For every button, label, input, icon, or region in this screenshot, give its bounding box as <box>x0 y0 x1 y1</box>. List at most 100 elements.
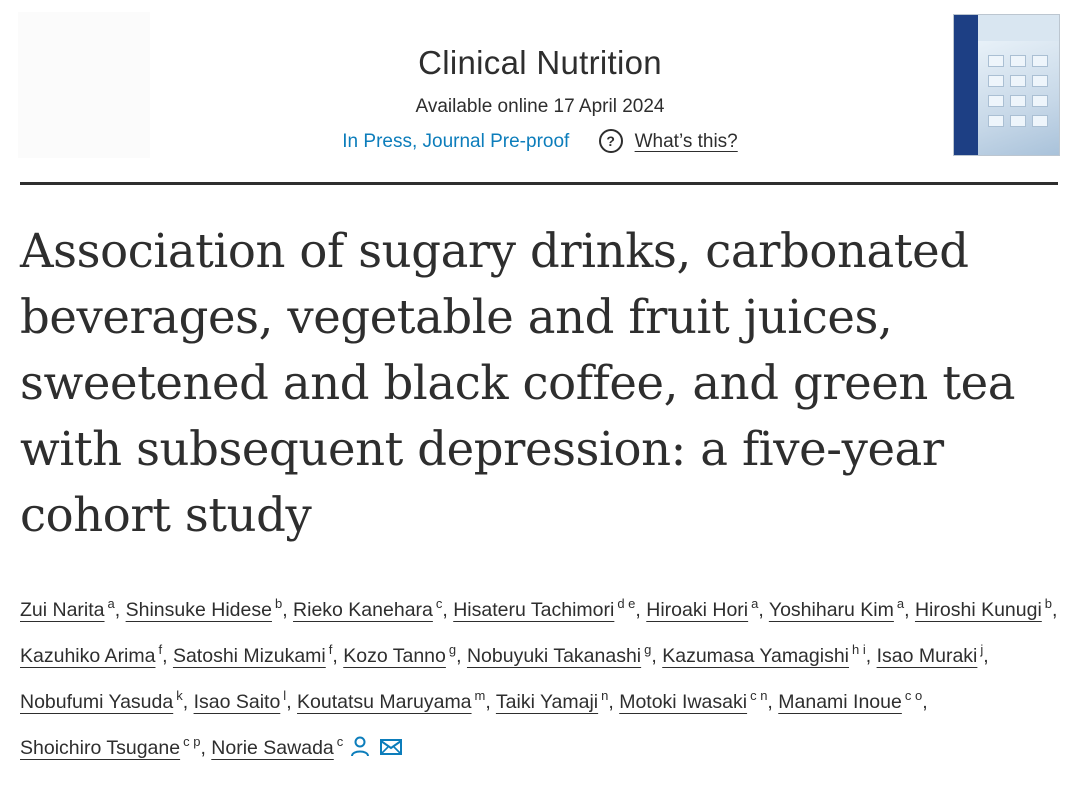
affiliation-superscript[interactable]: c o <box>904 688 923 703</box>
author-item: Hisateru Tachimori d e, <box>453 596 641 621</box>
author-name-link[interactable]: Manami Inoue <box>778 691 902 713</box>
author-separator: , <box>114 599 121 621</box>
in-press-link[interactable]: In Press, Journal Pre-proof <box>342 131 570 152</box>
affiliation-superscript[interactable]: a <box>751 596 759 611</box>
person-icon[interactable] <box>349 735 371 757</box>
author-name-link[interactable]: Zui Narita <box>20 599 105 621</box>
author-name-link[interactable]: Taiki Yamaji <box>495 691 599 713</box>
affiliation-superscript[interactable]: d e <box>617 596 636 611</box>
header-divider <box>20 182 1058 185</box>
author-separator: , <box>635 599 641 621</box>
affiliation-superscript[interactable]: m <box>474 688 486 703</box>
author-item: Motoki Iwasaki c n, <box>619 688 773 713</box>
author-separator: , <box>442 599 448 621</box>
affiliation-superscript[interactable]: h i <box>852 642 866 657</box>
affiliation-superscript[interactable]: c n <box>750 688 768 703</box>
availability-date: Available online 17 April 2024 <box>415 96 665 117</box>
affiliation-superscript[interactable]: l <box>283 688 287 703</box>
affiliation-superscript[interactable]: c p <box>183 734 201 749</box>
author-name-link[interactable]: Nobufumi Yasuda <box>20 691 174 713</box>
author-item: Nobufumi Yasuda k, <box>20 688 189 713</box>
author-separator: , <box>922 691 928 713</box>
affiliation-superscript[interactable]: a <box>896 596 905 611</box>
author-item: Taiki Yamaji n, <box>495 688 614 713</box>
status-row: In Press, Journal Pre-proof ? What’s this… <box>0 129 1080 153</box>
affiliation-superscript[interactable]: g <box>448 642 457 657</box>
author-name-link[interactable]: Motoki Iwasaki <box>619 691 748 713</box>
affiliation-superscript[interactable]: j <box>980 642 984 657</box>
author-name-link[interactable]: Isao Saito <box>193 691 281 713</box>
article-header: Clinical Nutrition Available online 17 A… <box>0 0 1080 183</box>
author-separator: , <box>767 691 773 713</box>
author-item: Isao Muraki j, <box>876 642 989 667</box>
question-circle-icon: ? <box>598 129 623 153</box>
author-separator: , <box>286 691 292 713</box>
affiliation-superscript[interactable]: n <box>601 688 609 703</box>
author-name-link[interactable]: Satoshi Mizukami <box>172 645 326 667</box>
author-name-link[interactable]: Hiroaki Hori <box>646 599 749 621</box>
affiliation-superscript[interactable]: k <box>176 688 183 703</box>
author-separator: , <box>651 645 657 667</box>
author-separator: , <box>758 599 764 621</box>
author-name-link[interactable]: Rieko Kanehara <box>293 599 433 621</box>
author-separator: , <box>282 599 288 621</box>
author-list: Zui Narita a, Shinsuke Hidese b, Rieko Kan… <box>20 584 1065 771</box>
author-item: Norie Sawada c <box>211 734 411 759</box>
affiliation-superscript[interactable]: c <box>336 734 344 749</box>
author-name-link[interactable]: Shinsuke Hidese <box>125 599 272 621</box>
author-item: Isao Saito l, <box>193 688 292 713</box>
author-separator: , <box>904 599 910 621</box>
author-name-link[interactable]: Nobuyuki Takanashi <box>466 645 642 667</box>
author-name-link[interactable]: Kozo Tanno <box>343 645 446 667</box>
affiliation-superscript[interactable]: a <box>107 596 115 611</box>
author-separator: , <box>182 691 189 713</box>
author-separator: , <box>200 737 206 759</box>
affiliation-superscript[interactable]: g <box>644 642 652 657</box>
cover-spine <box>954 15 978 155</box>
author-name-link[interactable]: Isao Muraki <box>876 645 978 667</box>
affiliation-superscript[interactable]: b <box>274 596 283 611</box>
author-name-link[interactable]: Kazuhiko Arima <box>20 645 156 667</box>
author-name-link[interactable]: Kazumasa Yamagishi <box>662 645 850 667</box>
author-item: Nobuyuki Takanashi g, <box>466 642 657 667</box>
cover-building-image <box>978 41 1059 155</box>
author-name-link[interactable]: Shoichiro Tsugane <box>20 737 181 759</box>
author-name-link[interactable]: Yoshiharu Kim <box>768 599 894 621</box>
author-separator: , <box>162 645 168 667</box>
affiliation-superscript[interactable]: c <box>435 596 443 611</box>
whats-this-link[interactable]: What’s this? <box>634 131 738 152</box>
author-contact-icons <box>349 731 411 771</box>
author-item: Zui Narita a, <box>20 596 121 621</box>
author-name-link[interactable]: Hiroshi Kunugi <box>914 599 1042 621</box>
affiliation-superscript[interactable]: b <box>1044 596 1053 611</box>
author-name-link[interactable]: Norie Sawada <box>211 737 334 759</box>
author-item: Satoshi Mizukami f, <box>172 642 338 667</box>
author-item: Manami Inoue c o, <box>778 688 928 713</box>
whats-this-help[interactable]: ? What’s this? <box>598 129 738 153</box>
affiliation-superscript[interactable]: f <box>158 642 163 657</box>
author-separator: , <box>608 691 614 713</box>
author-item: Kazuhiko Arima f, <box>20 642 168 667</box>
author-separator: , <box>1052 599 1058 621</box>
author-separator: , <box>865 645 872 667</box>
publisher-logo[interactable] <box>18 12 150 158</box>
author-item: Shoichiro Tsugane c p, <box>20 734 206 759</box>
author-separator: , <box>332 645 338 667</box>
journal-cover-thumbnail[interactable] <box>953 14 1060 156</box>
author-item: Kazumasa Yamagishi h i, <box>662 642 872 667</box>
author-item: Hiroshi Kunugi b, <box>914 596 1058 621</box>
journal-name[interactable]: Clinical Nutrition <box>418 44 662 81</box>
author-name-link[interactable]: Koutatsu Maruyama <box>297 691 472 713</box>
author-separator: , <box>485 691 491 713</box>
affiliation-superscript[interactable]: f <box>328 642 333 657</box>
author-item: Hiroaki Hori a, <box>646 596 764 621</box>
author-separator: , <box>983 645 989 667</box>
envelope-icon[interactable] <box>379 737 403 757</box>
author-item: Koutatsu Maruyama m, <box>297 688 491 713</box>
article-title: Association of sugary drinks, carbonated… <box>20 224 1016 542</box>
author-item: Kozo Tanno g, <box>343 642 462 667</box>
author-item: Shinsuke Hidese b, <box>125 596 288 621</box>
author-separator: , <box>456 645 462 667</box>
author-item: Yoshiharu Kim a, <box>768 596 910 621</box>
author-name-link[interactable]: Hisateru Tachimori <box>453 599 615 621</box>
